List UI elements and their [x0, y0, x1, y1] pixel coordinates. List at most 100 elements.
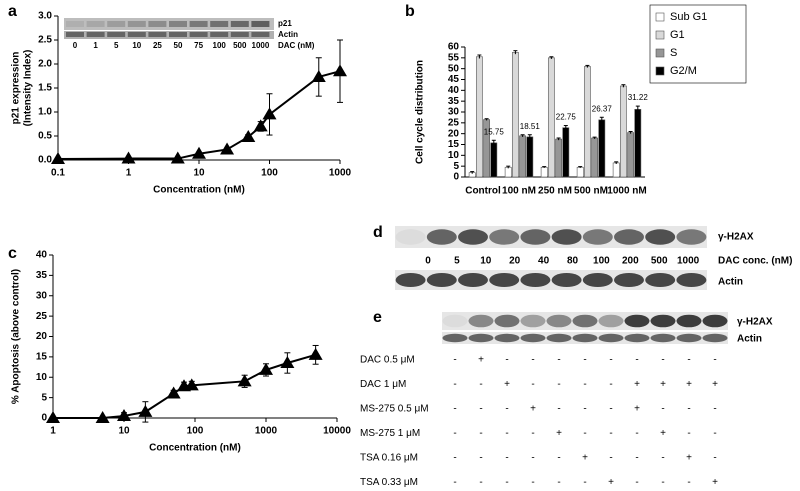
marker [253, 119, 268, 132]
marker [138, 404, 153, 417]
lane-label: 1000 [252, 41, 270, 50]
bar [562, 127, 570, 178]
bar [490, 142, 498, 178]
panel-label: b [405, 3, 415, 20]
error-bar [484, 118, 489, 121]
blot-band [676, 333, 702, 343]
treatment-sign: - [713, 355, 716, 366]
marker [121, 151, 136, 164]
lane-label: 75 [194, 41, 203, 50]
treatment-sign: - [661, 404, 664, 415]
treatment-sign: - [661, 453, 664, 464]
legend-label: G2/M [670, 65, 697, 77]
blot-band [676, 229, 707, 245]
y-tick-label: 60 [448, 42, 460, 53]
treatment-sign: - [583, 428, 586, 439]
series-line [57, 70, 341, 161]
bar [619, 85, 627, 178]
treatment-sign: - [609, 404, 612, 415]
blot-band [614, 229, 644, 245]
blot-band [676, 314, 702, 328]
treatment-sign: - [713, 453, 716, 464]
panel-label: e [373, 309, 382, 326]
blot-band [395, 273, 426, 287]
treatment-sign: + [556, 428, 562, 439]
blot-band [489, 273, 520, 287]
treatment-sign: - [505, 428, 508, 439]
blot-band [251, 21, 270, 27]
treatment-sign: - [531, 379, 534, 390]
lane-label: 5 [454, 256, 460, 267]
treatment-sign: - [479, 453, 482, 464]
marker [170, 151, 185, 164]
y-tick-label: 5 [41, 392, 47, 403]
treatment-sign: - [583, 355, 586, 366]
blot-band [551, 273, 582, 287]
treatment-label: DAC 1 μM [360, 379, 406, 390]
blot-band [66, 21, 84, 27]
y-tick-label: 2.5 [38, 35, 52, 46]
blot-band [468, 333, 494, 343]
panel-label: d [373, 224, 383, 241]
legend-swatch [655, 48, 665, 58]
error-bar [491, 139, 496, 146]
error-bar [470, 171, 475, 174]
blot-band [702, 314, 728, 328]
blot-band [86, 21, 105, 27]
lane-label: 10 [480, 256, 492, 267]
bar [612, 162, 620, 178]
y-tick-label: 0 [453, 172, 459, 183]
treatment-sign: - [479, 428, 482, 439]
treatment-sign: - [557, 477, 560, 488]
treatment-label: DAC 0.5 μM [360, 355, 415, 366]
legend-swatch [655, 66, 665, 76]
bar [598, 119, 606, 178]
lane-label: 10 [132, 41, 141, 50]
blot-band [458, 229, 488, 245]
y-tick-label: 35 [36, 270, 48, 281]
lane-label: 500 [651, 256, 668, 267]
lane-label: 500 [233, 41, 247, 50]
y-axis-title: p21 expression [11, 52, 22, 125]
lane-label: 80 [567, 256, 579, 267]
x-tick-label: 10 [193, 168, 205, 179]
marker [95, 411, 110, 423]
treatment-sign: + [608, 477, 614, 488]
legend-swatch [655, 12, 665, 22]
x-tick-label: 100 [187, 426, 204, 437]
treatment-sign: - [453, 453, 456, 464]
y-tick-label: 5 [453, 161, 459, 172]
blot-band [426, 229, 457, 245]
bar [576, 166, 584, 178]
bar [519, 135, 526, 178]
treatment-sign: + [582, 453, 588, 464]
value-label: 26.37 [592, 104, 613, 113]
error-bar [599, 116, 604, 123]
blot-band [598, 333, 624, 343]
bar [634, 109, 642, 178]
blot-band [210, 32, 229, 37]
treatment-sign: + [478, 355, 484, 366]
bar [504, 166, 512, 178]
error-bar [635, 105, 640, 113]
treatment-sign: + [504, 379, 510, 390]
marker [166, 386, 181, 399]
treatment-sign: - [479, 477, 482, 488]
treatment-sign: - [687, 355, 690, 366]
error-bar [585, 64, 590, 68]
lanes-title: DAC conc. (nM) [718, 256, 792, 267]
marker [311, 69, 326, 82]
treatment-sign: - [557, 404, 560, 415]
treatment-sign: + [660, 428, 666, 439]
treatment-sign: + [530, 404, 536, 415]
treatment-sign: - [609, 428, 612, 439]
marker [262, 107, 277, 120]
blot-band [702, 333, 728, 343]
error-bar [549, 56, 554, 59]
y-tick-label: 15 [36, 352, 48, 363]
y-tick-label: 55 [448, 52, 460, 63]
marker [280, 355, 295, 368]
x-tick-label: 1000 [329, 168, 352, 179]
treatment-sign: + [634, 379, 640, 390]
blot-band [624, 333, 650, 343]
